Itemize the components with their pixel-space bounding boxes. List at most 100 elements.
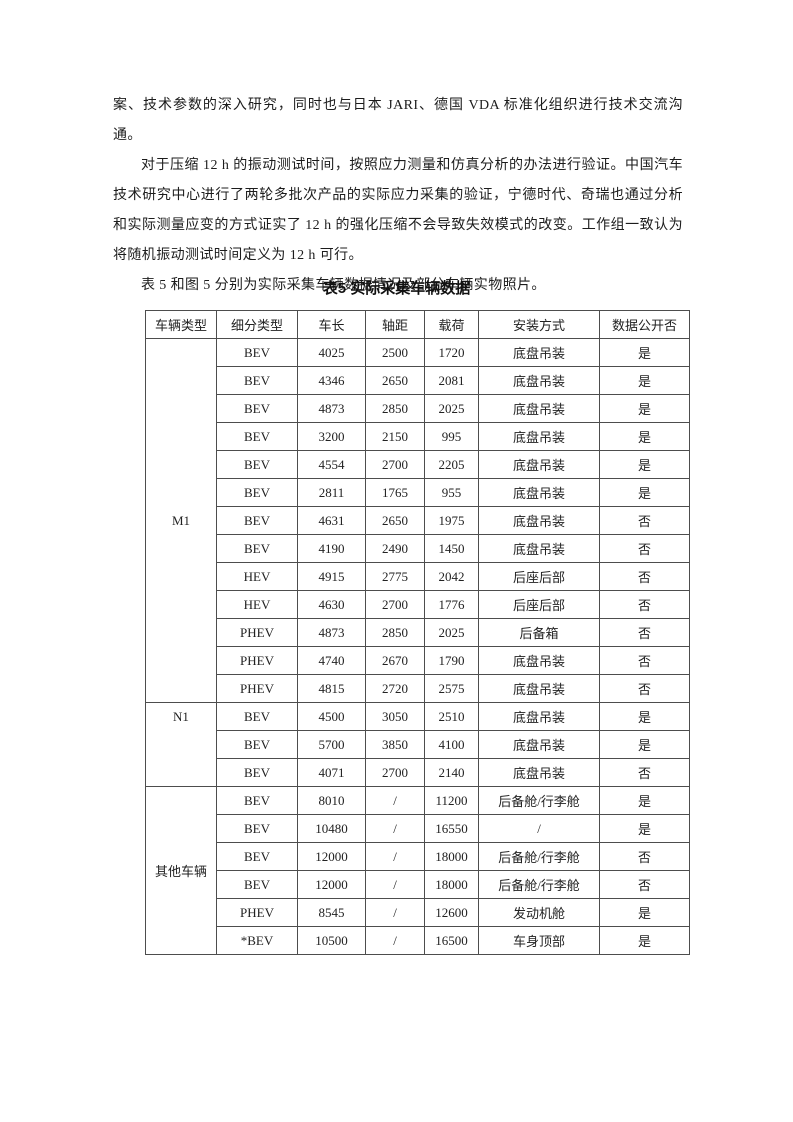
table-cell: 2850 — [365, 618, 425, 647]
table-cell: BEV — [216, 786, 298, 815]
table-cell: 否 — [599, 758, 690, 787]
table-cell: BEV — [216, 702, 298, 731]
table-cell: 1790 — [424, 646, 479, 675]
table-cell: 2150 — [365, 422, 425, 451]
table-cell: 1450 — [424, 534, 479, 563]
table-cell: 底盘吊装 — [478, 758, 600, 787]
table-cell: PHEV — [216, 674, 298, 703]
vehicle-type-cell: N1 — [145, 702, 217, 787]
table-cell: 否 — [599, 842, 690, 871]
table-cell: 后备舱/行李舱 — [478, 842, 600, 871]
table-cell: PHEV — [216, 618, 298, 647]
table-row: M1 BEV 4025 2500 1720 底盘吊装是 — [145, 338, 690, 703]
table-cell: 否 — [599, 534, 690, 563]
table-cell: 1776 — [424, 590, 479, 619]
table-cell: BEV — [216, 478, 298, 507]
vehicle-type-cell: M1 — [145, 338, 217, 703]
column-header: 轴距 — [365, 310, 425, 339]
table-row: BEV 4631 2650 1975 底盘吊装否 — [146, 506, 690, 535]
table-row: BEV 5700 3850 4100 底盘吊装是 — [146, 730, 690, 759]
table-cell: HEV — [216, 562, 298, 591]
table-cell: 2720 — [365, 674, 425, 703]
table-cell: / — [365, 786, 425, 815]
table-cell: 2650 — [365, 366, 425, 395]
table-cell: 4740 — [297, 646, 366, 675]
table-cell: BEV — [216, 758, 298, 787]
table-row: BEV 4071 2700 2140 底盘吊装否 — [146, 758, 690, 787]
table-cell: 是 — [599, 450, 690, 479]
table-row: N1 BEV 4500 3050 2510 底盘吊装是 — [145, 702, 690, 787]
table-cell: 4100 — [424, 730, 479, 759]
table-cell: 底盘吊装 — [478, 394, 600, 423]
table-cell: 2670 — [365, 646, 425, 675]
table-cell: / — [365, 842, 425, 871]
table-cell: 2811 — [297, 478, 366, 507]
table-cell: 16500 — [424, 926, 479, 955]
table-cell: 4025 — [297, 338, 366, 367]
table-cell: / — [365, 926, 425, 955]
table-row: *BEV 10500/16500 车身顶部是 — [146, 926, 690, 955]
vehicle-data-table: 车辆类型 细分类型 车长 轴距 载荷 安装方式 数据公开否 M1 BEV 4025 2500 172… — [145, 310, 690, 955]
table-cell: 发动机舱 — [478, 898, 600, 927]
table-cell: 8545 — [297, 898, 366, 927]
table-row: BEV 12000/18000 后备舱/行李舱否 — [146, 842, 690, 871]
table-cell: 2490 — [365, 534, 425, 563]
table-cell: 后座后部 — [478, 590, 600, 619]
table-cell: 1975 — [424, 506, 479, 535]
table-title: 表5 实际采集车辆数据 — [322, 280, 471, 297]
table-cell: BEV — [216, 814, 298, 843]
table-row: PHEV 4815 2720 2575 底盘吊装否 — [146, 674, 690, 703]
table-cell: 12600 — [424, 898, 479, 927]
table-cell: 2140 — [424, 758, 479, 787]
table-cell: 2205 — [424, 450, 479, 479]
table-cell: 2025 — [424, 394, 479, 423]
table-cell: 3200 — [297, 422, 366, 451]
paragraph: 案、技术参数的深入研究，同时也与日本 JARI、德国 VDA 标准化组织进行技术… — [113, 98, 683, 143]
column-header: 细分类型 — [216, 310, 298, 339]
table-cell: 2025 — [424, 618, 479, 647]
table-cell: 4815 — [297, 674, 366, 703]
table-cell: 是 — [599, 814, 690, 843]
table-cell: 底盘吊装 — [478, 338, 600, 367]
table-cell: 底盘吊装 — [478, 450, 600, 479]
table-cell: PHEV — [216, 646, 298, 675]
table-cell: 10500 — [297, 926, 366, 955]
table-cell: 是 — [599, 422, 690, 451]
table-cell: 955 — [424, 478, 479, 507]
table-cell: BEV — [216, 422, 298, 451]
paragraph: 对于压缩 12 h 的振动测试时间，按照应力测量和仿真分析的办法进行验证。中国汽… — [113, 158, 683, 263]
table-cell: 4630 — [297, 590, 366, 619]
column-header: 车长 — [297, 310, 366, 339]
table-cell: 否 — [599, 506, 690, 535]
table-cell: 后座后部 — [478, 562, 600, 591]
table-cell: 12000 — [297, 842, 366, 871]
table-cell: 2510 — [424, 702, 479, 731]
table-cell: 4631 — [297, 506, 366, 535]
table-cell: 16550 — [424, 814, 479, 843]
table-row: BEV 4873 2850 2025 底盘吊装是 — [146, 394, 690, 423]
table-cell: 4346 — [297, 366, 366, 395]
table-cell: 底盘吊装 — [478, 422, 600, 451]
table-cell: / — [478, 814, 600, 843]
table-cell: 底盘吊装 — [478, 506, 600, 535]
table-cell: BEV — [216, 506, 298, 535]
table-cell: 底盘吊装 — [478, 534, 600, 563]
table-cell: 后备舱/行李舱 — [478, 870, 600, 899]
table-cell: PHEV — [216, 898, 298, 927]
table-cell: 11200 — [424, 786, 479, 815]
table-cell: 是 — [599, 730, 690, 759]
table-row: BEV 4346 2650 2081 底盘吊装是 — [146, 366, 690, 395]
table-cell: HEV — [216, 590, 298, 619]
table-cell: BEV — [216, 870, 298, 899]
table-cell: BEV — [216, 842, 298, 871]
table-cell: 4915 — [297, 562, 366, 591]
table-cell: 否 — [599, 562, 690, 591]
table-cell: 4873 — [297, 394, 366, 423]
table-cell: 底盘吊装 — [478, 702, 600, 731]
table-cell: 2081 — [424, 366, 479, 395]
table-cell: 4071 — [297, 758, 366, 787]
table-row: 其他车辆 BEV 8010/11200 后备舱/行李舱是 — [145, 786, 690, 955]
table-row: BEV 4554 2700 2205 底盘吊装是 — [146, 450, 690, 479]
column-header: 载荷 — [424, 310, 479, 339]
table-cell: 2650 — [365, 506, 425, 535]
